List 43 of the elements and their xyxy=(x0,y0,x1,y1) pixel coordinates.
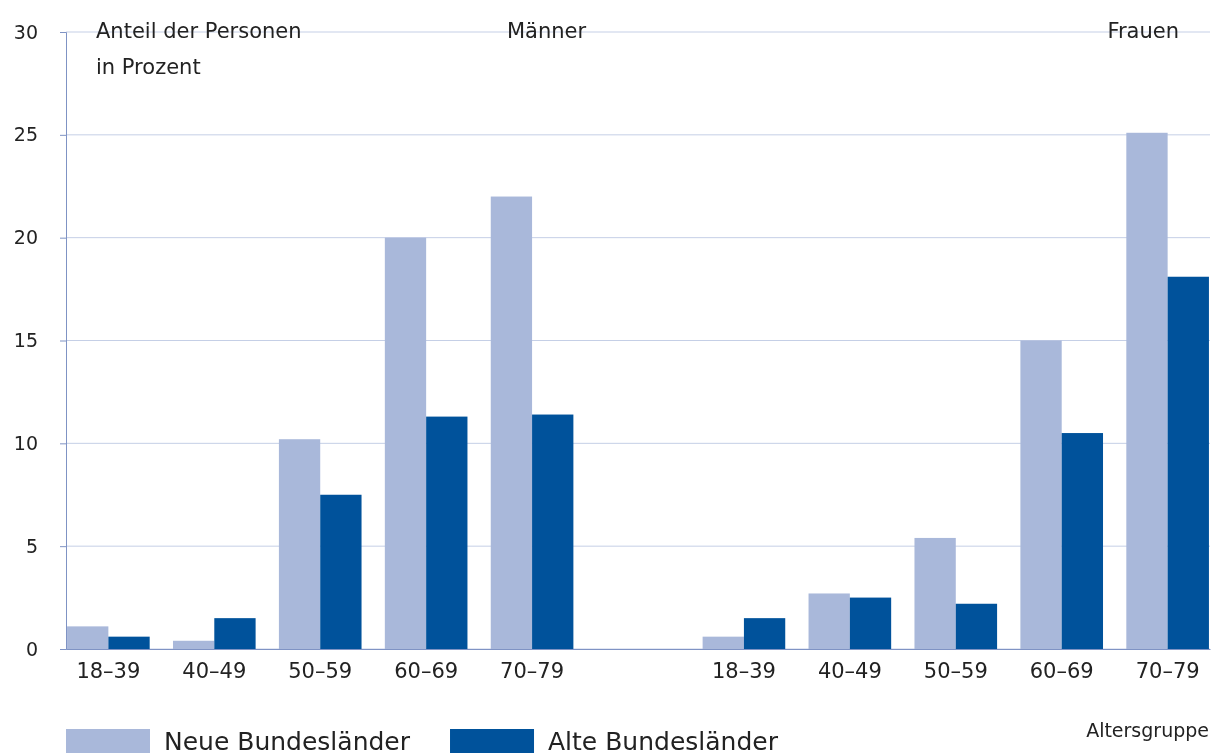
y-tick-label: 10 xyxy=(13,431,38,454)
x-tick-label: 70–79 xyxy=(500,658,565,683)
x-tick-label: 40–49 xyxy=(817,658,882,683)
bar xyxy=(384,237,427,649)
bar xyxy=(320,494,362,649)
bar xyxy=(743,618,786,649)
y-tick-label: 15 xyxy=(13,329,38,352)
bar xyxy=(914,537,956,649)
bar xyxy=(278,439,321,649)
x-tick-label: 50–59 xyxy=(288,658,353,683)
legend-label: Alte Bundesländer xyxy=(548,727,779,756)
bar xyxy=(214,618,256,649)
bar xyxy=(67,626,109,649)
x-tick-label: 40–49 xyxy=(182,658,247,683)
x-axis-title: Altersgruppe xyxy=(1086,719,1209,741)
bar xyxy=(955,603,998,649)
bar xyxy=(490,196,533,649)
x-tick-label: 50–59 xyxy=(923,658,988,683)
bar xyxy=(808,593,850,649)
bar xyxy=(532,414,574,649)
y-axis-title: Anteil der Personen in Prozent xyxy=(96,19,302,79)
legend-label: Neue Bundesländer xyxy=(164,727,411,756)
bar xyxy=(1020,340,1062,649)
bar xyxy=(426,416,468,649)
x-tick-label: 60–69 xyxy=(394,658,459,683)
y-tick-label: 25 xyxy=(13,123,38,146)
y-tick-label: 20 xyxy=(13,226,38,249)
annotation: Männer xyxy=(506,19,587,43)
x-tick-label: 70–79 xyxy=(1135,658,1200,683)
bar xyxy=(172,640,215,649)
bar xyxy=(849,597,892,649)
bar xyxy=(1061,433,1104,649)
x-tick-label: 18–39 xyxy=(76,658,141,683)
bar xyxy=(1126,132,1168,649)
y-tick-label: 0 xyxy=(25,637,38,660)
y-tick-label: 5 xyxy=(25,534,38,557)
bar xyxy=(108,636,150,649)
bar xyxy=(1167,276,1209,649)
x-tick-label: 60–69 xyxy=(1029,658,1094,683)
bar xyxy=(702,636,744,649)
x-tick-label: 18–39 xyxy=(711,658,776,683)
y-tick-label: 30 xyxy=(13,20,38,43)
annotation: Frauen xyxy=(1107,19,1179,43)
